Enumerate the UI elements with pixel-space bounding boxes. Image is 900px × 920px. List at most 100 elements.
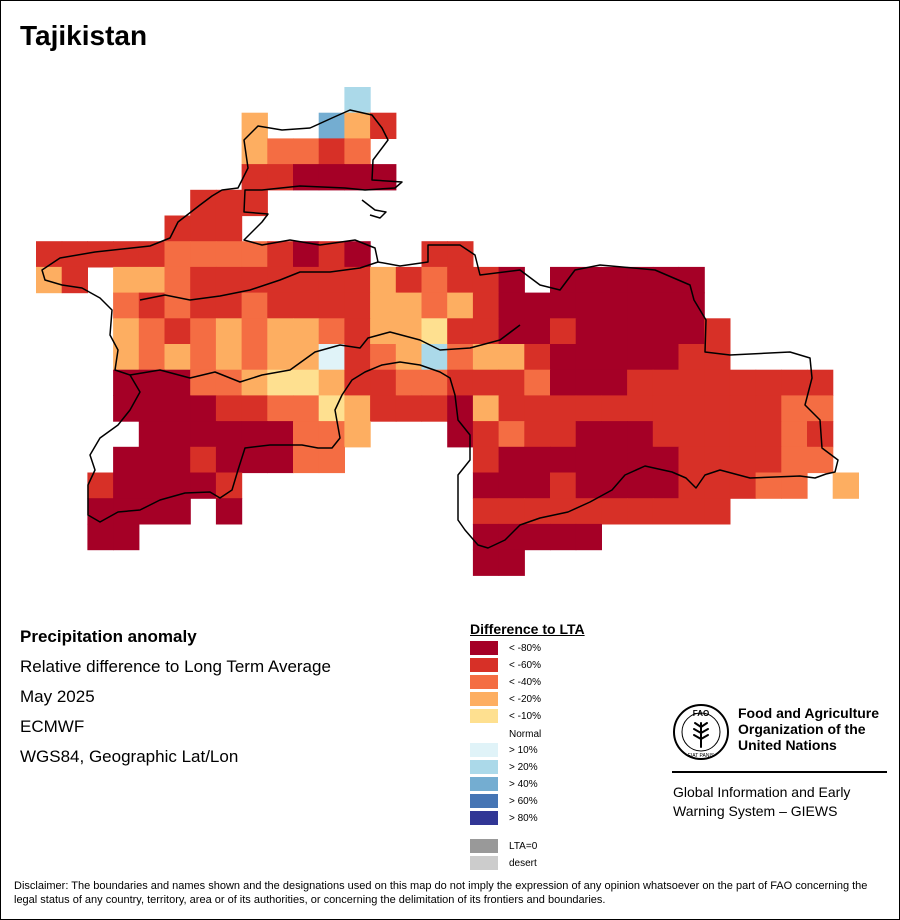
anomaly-cell xyxy=(36,266,63,294)
anomaly-cell xyxy=(729,395,757,422)
anomaly-cell xyxy=(755,446,782,474)
anomaly-cell xyxy=(704,318,731,345)
anomaly-cell xyxy=(293,241,320,268)
fao-emblem-motto: FIAT PANIS xyxy=(688,753,715,759)
anomaly-cell xyxy=(395,344,423,371)
anomaly-cell xyxy=(421,318,448,345)
anomaly-cell xyxy=(472,498,500,525)
anomaly-cell xyxy=(575,446,602,474)
anomaly-cell xyxy=(678,369,705,396)
anomaly-cell xyxy=(215,189,243,217)
legend-label: < -80% xyxy=(509,642,541,654)
anomaly-cell xyxy=(498,344,525,371)
anomaly-cell xyxy=(267,164,294,191)
anomaly-cell xyxy=(87,241,114,268)
disclaimer: Disclaimer: The boundaries and names sho… xyxy=(14,880,868,906)
anomaly-cell xyxy=(652,472,680,499)
legend-item: > 10% xyxy=(470,743,538,757)
anomaly-cell xyxy=(601,395,628,422)
anomaly-cell xyxy=(190,215,217,242)
anomaly-cell xyxy=(524,421,551,448)
anomaly-cell xyxy=(164,344,191,371)
anomaly-cell xyxy=(113,292,140,319)
anomaly-cell xyxy=(215,292,243,319)
anomaly-cell xyxy=(601,266,628,294)
anomaly-cell xyxy=(832,472,859,499)
anomaly-cell xyxy=(781,395,808,422)
anomaly-cell xyxy=(550,292,577,319)
legend-swatch xyxy=(470,658,498,672)
legend-title: Difference to LTA xyxy=(470,621,585,637)
anomaly-cell xyxy=(627,292,654,319)
anomaly-cell xyxy=(241,344,268,371)
anomaly-cell xyxy=(472,446,500,474)
anomaly-cell xyxy=(704,421,731,448)
anomaly-cell xyxy=(472,318,500,345)
anomaly-cell xyxy=(652,318,680,345)
anomaly-cell xyxy=(627,344,654,371)
anomaly-cell xyxy=(318,164,345,191)
info-period: May 2025 xyxy=(20,687,95,706)
anomaly-cell xyxy=(498,523,525,551)
info-subtitle: Relative difference to Long Term Average xyxy=(20,657,331,676)
anomaly-cell xyxy=(267,421,294,448)
legend-swatch xyxy=(470,856,498,870)
legend-label: > 10% xyxy=(509,744,538,756)
anomaly-map xyxy=(36,87,859,576)
anomaly-cell xyxy=(241,241,268,268)
legend-swatch xyxy=(470,692,498,706)
anomaly-cell xyxy=(344,241,371,268)
info-source: ECMWF xyxy=(20,717,85,736)
anomaly-cell xyxy=(215,215,243,242)
anomaly-cell xyxy=(138,369,166,396)
anomaly-cell xyxy=(293,318,320,345)
legend-label: > 60% xyxy=(509,795,538,807)
anomaly-cell xyxy=(293,138,320,165)
anomaly-cell xyxy=(550,446,577,474)
anomaly-cell xyxy=(267,369,294,396)
legend-swatch xyxy=(470,794,498,808)
giews-line: Warning System – GIEWS xyxy=(673,803,838,819)
anomaly-cell xyxy=(241,292,268,319)
giews-line: Global Information and Early xyxy=(673,784,851,800)
anomaly-cell xyxy=(601,421,628,448)
anomaly-cell xyxy=(190,472,217,499)
anomaly-cell xyxy=(807,395,834,422)
anomaly-cell xyxy=(215,472,243,499)
anomaly-cell xyxy=(704,472,731,499)
anomaly-cell xyxy=(421,344,448,371)
legend-swatch xyxy=(470,811,498,825)
anomaly-cell xyxy=(575,292,602,319)
anomaly-cell xyxy=(293,446,320,474)
fao-name: Food and Agriculture Organization of the… xyxy=(738,705,879,753)
anomaly-cell xyxy=(241,446,268,474)
anomaly-cell xyxy=(627,266,654,294)
anomaly-cell xyxy=(370,318,397,345)
anomaly-cell xyxy=(472,395,500,422)
anomaly-cell xyxy=(318,292,345,319)
anomaly-cell xyxy=(498,549,525,576)
anomaly-cell xyxy=(241,369,268,396)
legend-item: < -20% xyxy=(470,692,541,706)
anomaly-cell xyxy=(267,318,294,345)
anomaly-cell xyxy=(575,395,602,422)
anomaly-cell xyxy=(318,446,345,474)
anomaly-cell xyxy=(524,395,551,422)
anomaly-cell xyxy=(293,395,320,422)
legend-swatch xyxy=(470,709,498,723)
anomaly-cell xyxy=(164,395,191,422)
legend-item: > 60% xyxy=(470,794,538,808)
anomaly-cell xyxy=(318,241,345,268)
anomaly-cell xyxy=(524,344,551,371)
anomaly-cell xyxy=(729,369,757,396)
anomaly-cell xyxy=(87,523,114,551)
anomaly-cell xyxy=(807,446,834,474)
legend-normal-label: Normal xyxy=(509,729,542,740)
anomaly-cell xyxy=(215,344,243,371)
fao-logo-icon: FAO FIAT PANIS xyxy=(673,704,729,760)
anomaly-cell xyxy=(652,292,680,319)
anomaly-cell xyxy=(113,318,140,345)
anomaly-cell xyxy=(164,266,191,294)
anomaly-cell xyxy=(627,395,654,422)
anomaly-cell xyxy=(395,292,423,319)
